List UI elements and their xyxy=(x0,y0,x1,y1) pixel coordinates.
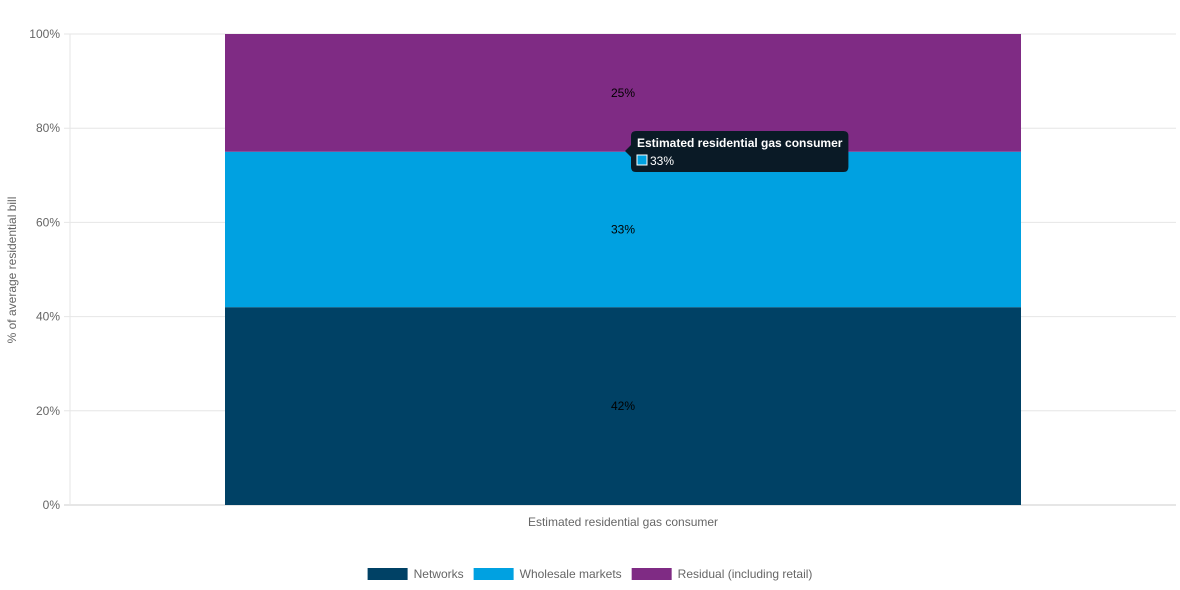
legend-label: Wholesale markets xyxy=(520,567,622,581)
x-category-label: Estimated residential gas consumer xyxy=(528,515,718,529)
y-axis-title: % of average residential bill xyxy=(5,197,19,344)
y-tick-label: 80% xyxy=(36,121,60,135)
legend-item: Wholesale markets xyxy=(473,567,622,581)
bar-segment xyxy=(225,34,1021,152)
data-label: 33% xyxy=(611,222,635,236)
legend-item: Residual (including retail) xyxy=(631,567,813,581)
tooltip-value: 33% xyxy=(650,154,674,168)
legend: Networks Wholesale markets Residual (inclu… xyxy=(367,567,813,581)
tooltip-title: Estimated residential gas consumer xyxy=(637,136,843,150)
data-label: 25% xyxy=(611,86,635,100)
legend-label: Residual (including retail) xyxy=(678,567,813,581)
y-tick-label: 20% xyxy=(36,404,60,418)
x-axis-categories: Estimated residential gas consumer xyxy=(528,515,718,529)
legend-label: Networks xyxy=(414,567,464,581)
y-tick-label: 100% xyxy=(29,27,60,41)
y-tick-label: 60% xyxy=(36,215,60,229)
tooltip-swatch xyxy=(636,154,648,166)
legend-swatch xyxy=(473,568,514,580)
tooltip: Estimated residential gas consumer 33% xyxy=(625,131,849,172)
y-axis-ticks: 0% 20% 40% 60% 80% 100% xyxy=(29,27,60,512)
tooltip-background xyxy=(625,131,849,172)
bar-segment xyxy=(225,151,1021,308)
legend-item: Networks xyxy=(367,567,464,581)
legend-swatch xyxy=(631,568,672,580)
data-label: 42% xyxy=(611,399,635,413)
legend-swatch xyxy=(367,568,408,580)
y-tick-label: 0% xyxy=(43,498,61,512)
bars: 42% 33% 25% xyxy=(225,34,1021,505)
y-tick-label: 40% xyxy=(36,310,60,324)
bar-segment xyxy=(225,307,1021,505)
